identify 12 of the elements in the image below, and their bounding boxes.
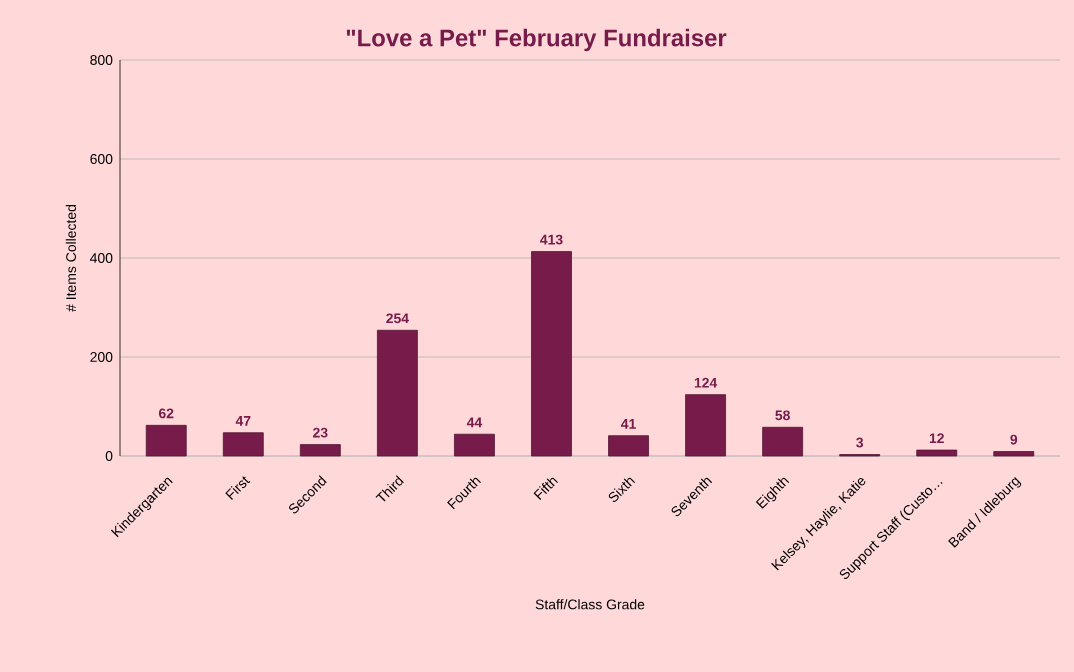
bar: [454, 433, 495, 457]
bar: [299, 444, 341, 457]
bar: [916, 449, 958, 457]
bar: [222, 432, 264, 457]
chart-title: "Love a Pet" February Fundraiser: [346, 28, 727, 52]
bar: [531, 251, 572, 457]
bar: [762, 426, 804, 457]
bar: [145, 424, 187, 457]
bar: [685, 394, 726, 457]
bar: [376, 329, 418, 457]
bar: [608, 435, 649, 457]
bar: [993, 451, 1035, 457]
